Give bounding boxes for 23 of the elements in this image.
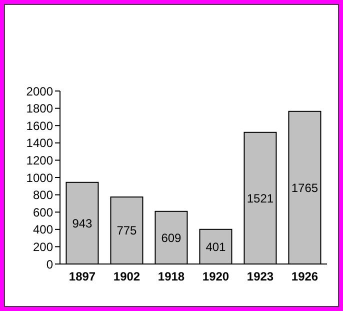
- y-tick-label: 1400: [26, 136, 54, 150]
- data-label: 1521: [246, 191, 274, 206]
- data-label: 943: [72, 216, 93, 230]
- x-tick-label: 1923: [246, 270, 274, 284]
- data-label: 1765: [291, 180, 318, 195]
- x-tick-label: 1897: [68, 270, 96, 284]
- x-tick-label: 1918: [158, 270, 185, 284]
- data-label: 401: [206, 240, 226, 254]
- x-tick-label: 1920: [202, 270, 230, 284]
- y-tick-label: 200: [32, 240, 54, 254]
- y-tick-label: 0: [46, 257, 54, 272]
- y-tick-label: 2000: [26, 84, 54, 98]
- y-tick-label: 1200: [26, 153, 54, 168]
- x-tick-label: 1926: [291, 270, 318, 284]
- y-tick-label: 800: [32, 188, 54, 202]
- y-tick-label: 1000: [26, 170, 54, 185]
- x-tick-label: 1902: [113, 270, 140, 284]
- y-tick-label: 600: [32, 205, 54, 220]
- y-tick-label: 1800: [26, 102, 54, 116]
- y-tick-label: 1600: [26, 118, 54, 133]
- y-tick-label: 400: [32, 222, 54, 237]
- data-label: 609: [161, 230, 182, 245]
- data-label: 775: [116, 224, 138, 238]
